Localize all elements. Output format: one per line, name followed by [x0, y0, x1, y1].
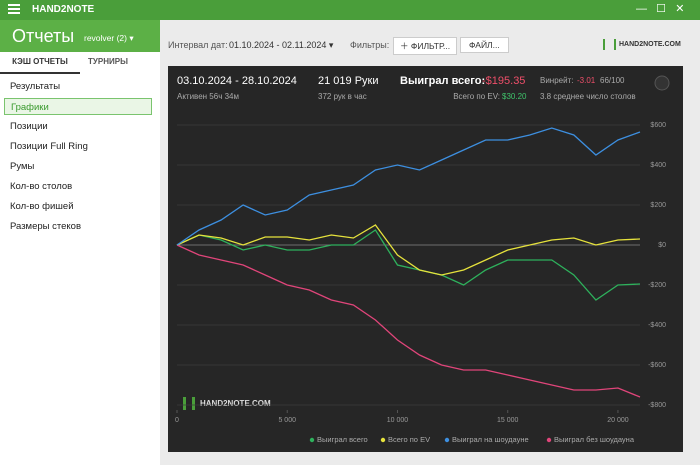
player-select[interactable]: revolver (2) ▾	[84, 33, 134, 43]
active-time: Активен 56ч 34м	[177, 92, 239, 101]
tab[interactable]: КЭШ ОТЧЕТЫ	[0, 52, 80, 74]
period: 03.10.2024 - 28.10.2024	[177, 75, 297, 87]
legend-marker	[546, 437, 552, 443]
chart-panel: 03.10.2024 - 28.10.2024 Активен 56ч 34м …	[168, 66, 683, 452]
settings-button[interactable]	[654, 75, 670, 91]
avg-tables: 3.8 среднее число столов	[540, 92, 636, 101]
tab[interactable]: ТУРНИРЫ	[88, 57, 128, 66]
x-tick-label: 20 000	[607, 417, 629, 424]
filter-button[interactable]: ＋ ФИЛЬТР...	[393, 37, 458, 55]
x-tick-label: 0	[175, 417, 179, 424]
file-button[interactable]: ФАЙЛ...	[460, 37, 509, 53]
menu-item[interactable]: Кол-во столов	[10, 181, 73, 192]
window-controls[interactable]: — ☐ ✕	[636, 3, 685, 15]
winrate-value: -3.01	[577, 76, 596, 85]
menu-item[interactable]: Позиции	[10, 121, 48, 132]
legend-label: Всего по EV	[388, 435, 430, 444]
x-tick-label: 5 000	[278, 417, 296, 424]
sidebar: КЭШ ОТЧЕТЫ ТУРНИРЫ Результаты Графики Пози…	[0, 52, 160, 465]
y-tick-label: -$600	[648, 362, 666, 369]
app-name: HAND2NOTE	[32, 4, 95, 15]
y-tick-label: -$400	[648, 322, 666, 329]
legend-marker	[444, 437, 450, 443]
date-label: Интервал дат:	[168, 40, 228, 50]
won-label: Выиграл всего:	[400, 75, 485, 87]
menu-icon[interactable]	[8, 4, 20, 6]
legend-label: Выиграл на шоудауне	[452, 435, 529, 444]
reports-header: Отчеты revolver (2) ▾	[0, 20, 160, 52]
legend-marker	[380, 437, 386, 443]
reports-title: Отчеты	[12, 26, 75, 46]
menu-item[interactable]: Румы	[10, 161, 35, 172]
menu-item[interactable]: Размеры стеков	[10, 221, 81, 232]
y-tick-label: $0	[658, 242, 666, 249]
date-range-value[interactable]: 01.10.2024 - 02.11.2024	[229, 40, 327, 50]
y-tick-label: $400	[650, 162, 666, 169]
legend-label: Выиграл без шоудауна	[554, 435, 635, 444]
date-range[interactable]: 01.10.2024 - 02.11.2024 ▾	[229, 40, 334, 50]
watermark-icon	[183, 397, 186, 410]
menu-item[interactable]: Позиции Full Ring	[10, 141, 88, 152]
chart: 03.10.2024 - 28.10.2024 Активен 56ч 34м …	[175, 75, 670, 444]
legend-label: Выиграл всего	[317, 435, 368, 444]
menu-item[interactable]: Графики	[4, 98, 152, 115]
series-line	[176, 224, 641, 276]
title-bar: HAND2NOTE — ☐ ✕	[0, 0, 700, 20]
watermark-icon	[192, 397, 195, 410]
won-value: -$195.35	[482, 75, 525, 87]
x-tick-label: 15 000	[497, 417, 519, 424]
y-tick-label: -$800	[648, 402, 666, 409]
watermark: HAND2NOTE.COM	[200, 399, 271, 408]
x-tick-label: 10 000	[387, 417, 409, 424]
series-line	[176, 244, 641, 398]
menu-item[interactable]: Результаты	[10, 81, 61, 92]
winrate-label: Винрейт:	[540, 76, 573, 85]
series-line	[176, 229, 641, 301]
series-line	[176, 127, 641, 246]
y-tick-label: -$200	[648, 282, 666, 289]
ev-label: Всего по EV:	[453, 92, 500, 101]
legend-marker	[309, 437, 315, 443]
player-name[interactable]: revolver (2)	[84, 33, 127, 43]
menu-item[interactable]: Кол-во фишей	[10, 201, 74, 212]
hands-per-hour: 372 рук в час	[318, 92, 367, 101]
hands: 21 019 Руки	[318, 75, 379, 87]
y-tick-label: $200	[650, 202, 666, 209]
ev-value: $30.20	[502, 92, 527, 101]
logo-icon	[603, 39, 616, 50]
filter-button-text[interactable]: ФИЛЬТР...	[410, 41, 451, 51]
filters-label: Фильтры:	[350, 40, 390, 50]
winrate-unit: 66/100	[600, 76, 625, 85]
y-tick-label: $600	[650, 122, 666, 129]
logo-text: HAND2NOTE.COM	[619, 41, 681, 48]
